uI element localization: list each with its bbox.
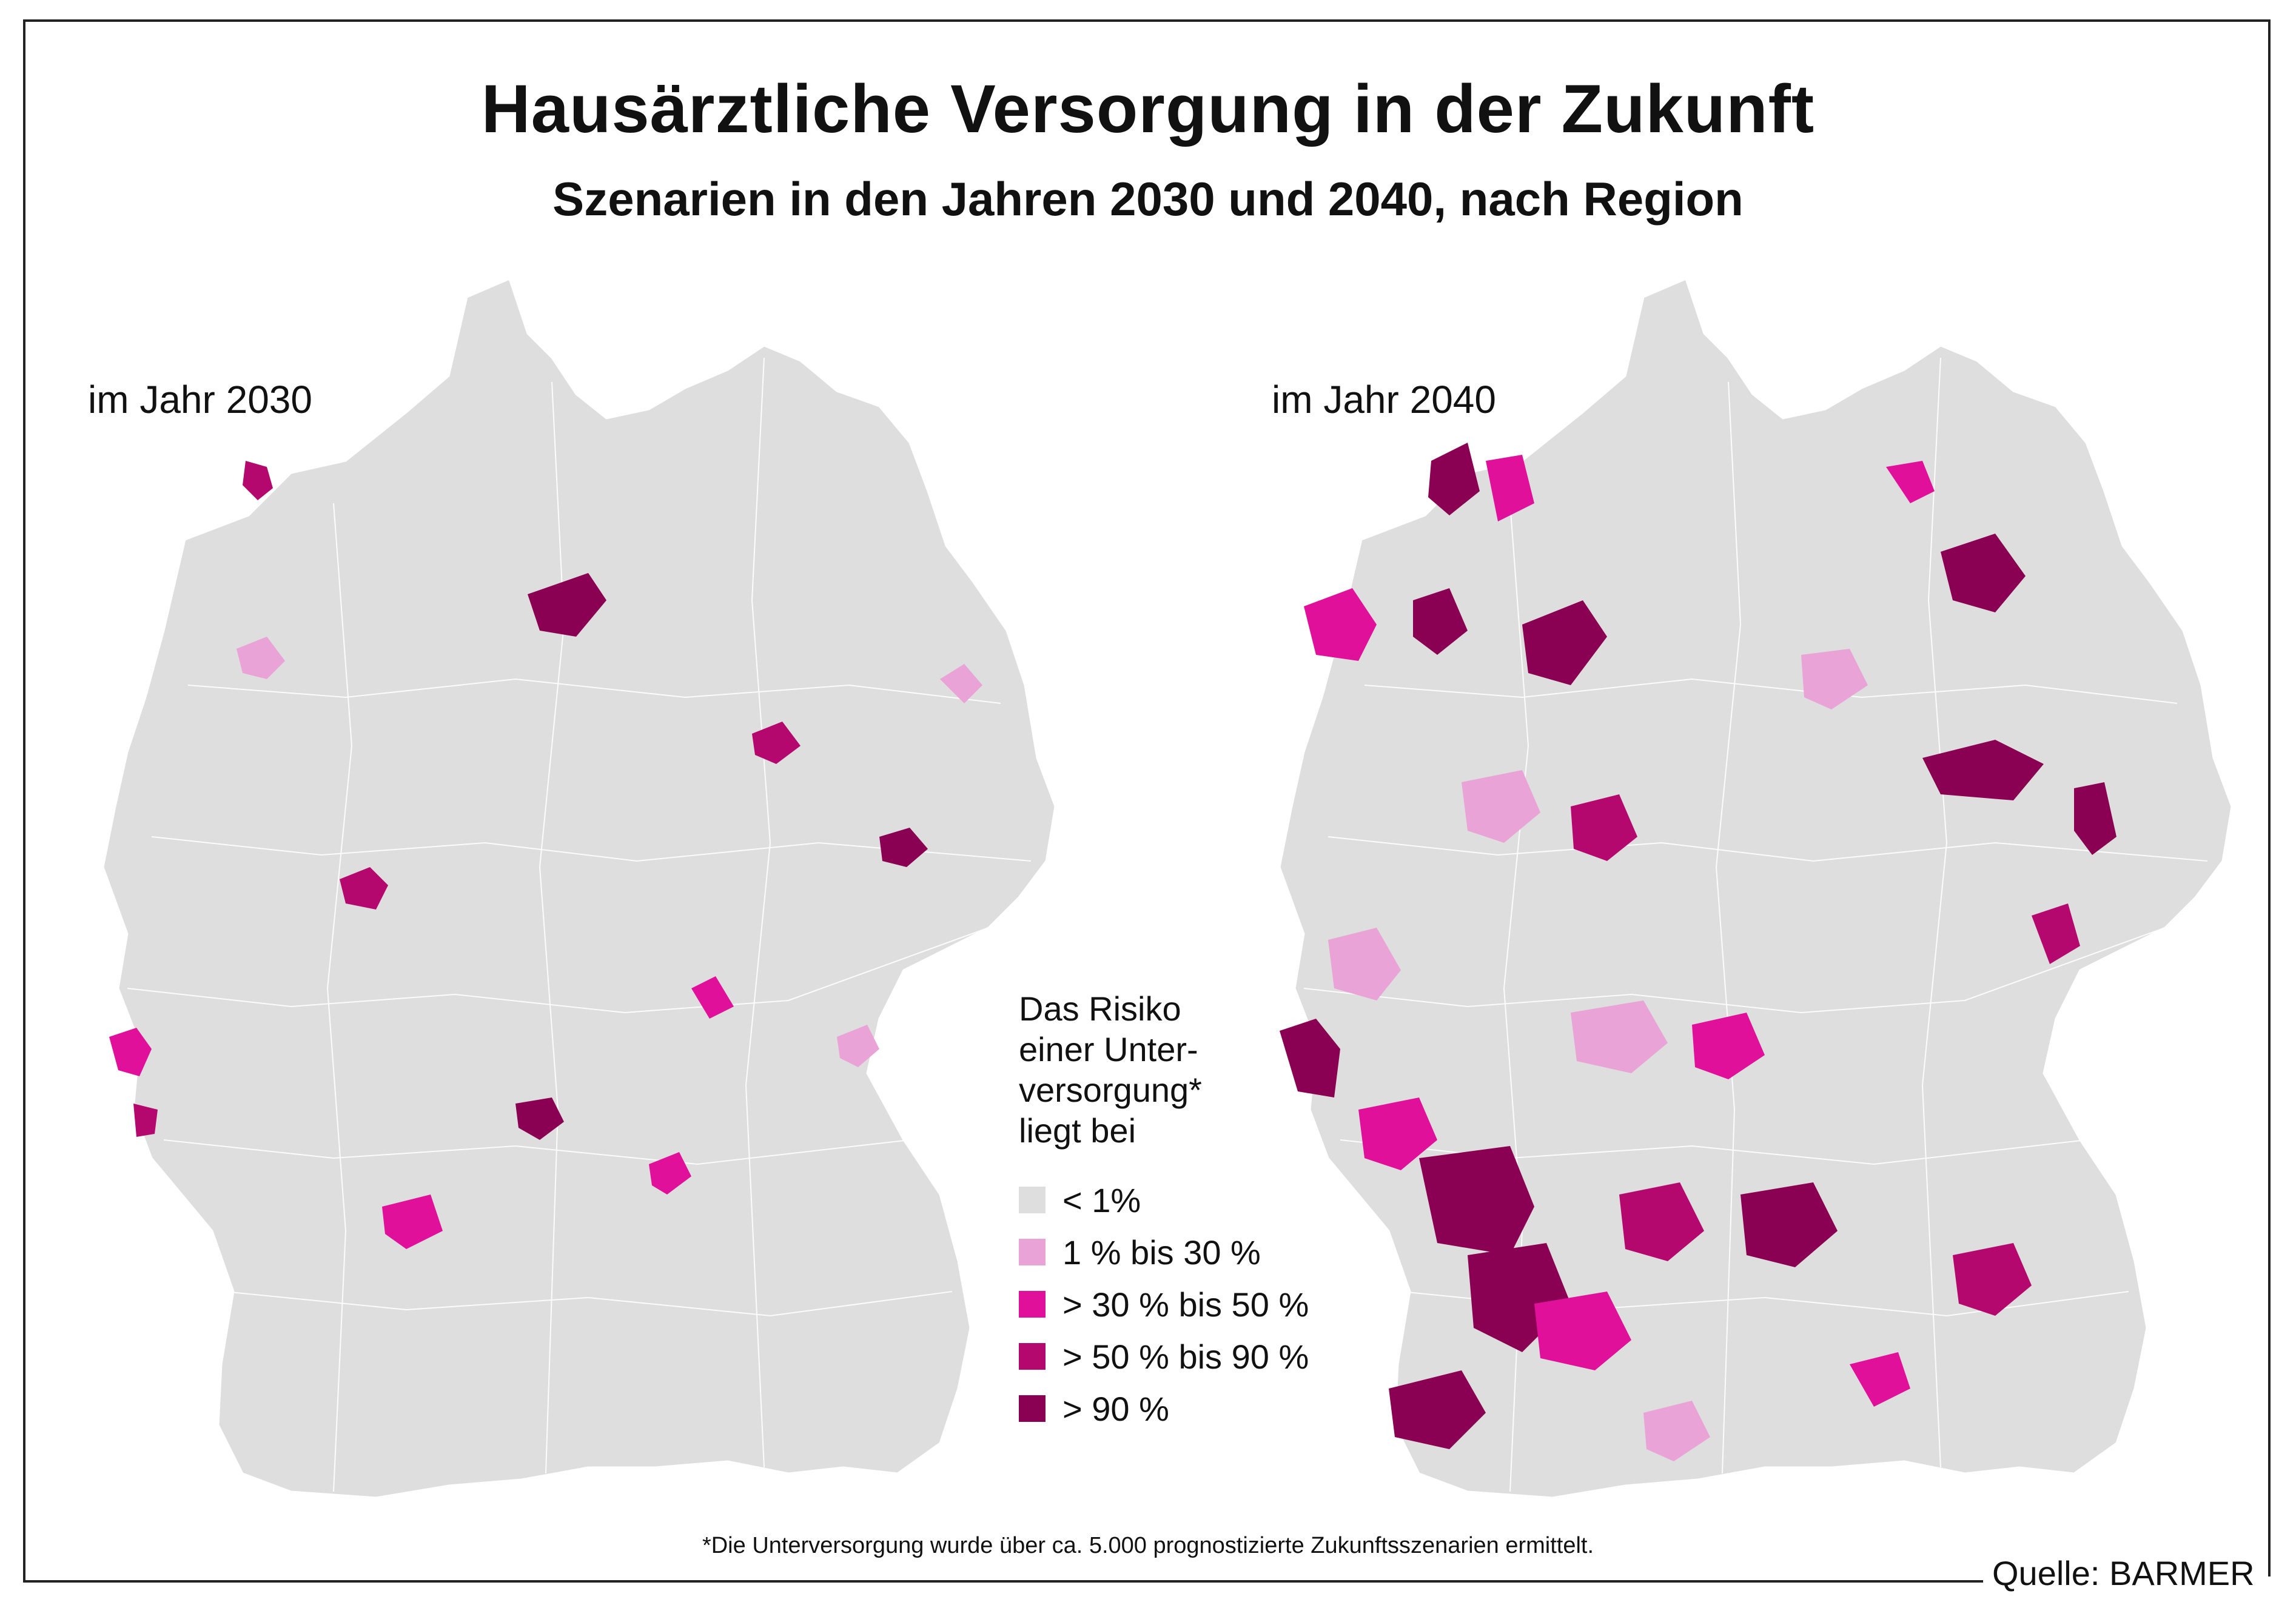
legend-label: > 30 % bis 50 % (1062, 1285, 1309, 1324)
map-label-2040: im Jahr 2040 (1272, 378, 1496, 421)
legend-item: 1 % bis 30 % (1019, 1226, 1358, 1278)
chart-frame (23, 19, 2271, 1583)
legend-swatch (1019, 1395, 1046, 1422)
map-label-2030: im Jahr 2030 (88, 378, 312, 421)
legend-item: > 50 % bis 90 % (1019, 1330, 1358, 1382)
footnote: *Die Unterversorgung wurde über ca. 5.00… (702, 1533, 1594, 1558)
legend-swatch (1019, 1291, 1046, 1318)
legend-label: > 50 % bis 90 % (1062, 1337, 1309, 1376)
subtitle: Szenarien in den Jahren 2030 und 2040, n… (552, 172, 1744, 226)
legend-swatch (1019, 1239, 1046, 1265)
source-credit: Quelle: BARMER (1992, 1554, 2255, 1592)
map-country-shape-2040 (1278, 277, 2233, 1499)
legend-swatch (1019, 1187, 1046, 1213)
legend-item: > 30 % bis 50 % (1019, 1278, 1358, 1330)
map-risk-regions-2040 (1280, 443, 2116, 1461)
legend-label: > 90 % (1062, 1389, 1169, 1428)
map-germany-2030 (102, 277, 1056, 1499)
map-country-shape-2030 (102, 277, 1056, 1499)
frame-gap (1983, 1577, 2286, 1595)
legend: Das Risiko einer Unter- versorgung* lieg… (1019, 988, 1358, 1435)
legend-item: > 90 % (1019, 1382, 1358, 1435)
legend-title: Das Risiko einer Unter- versorgung* lieg… (1019, 990, 1202, 1150)
legend-swatch (1019, 1343, 1046, 1370)
map-region-borders-2040 (1303, 357, 2208, 1492)
legend-item: < 1% (1019, 1174, 1358, 1226)
map-germany-2040 (1278, 277, 2233, 1499)
main-title: Hausärztliche Versorgung in der Zukunft (481, 71, 1815, 147)
map-region-borders-2030 (127, 357, 1032, 1492)
legend-label: 1 % bis 30 % (1062, 1233, 1261, 1272)
legend-label: < 1% (1062, 1181, 1141, 1219)
map-risk-regions-2030 (109, 461, 982, 1249)
